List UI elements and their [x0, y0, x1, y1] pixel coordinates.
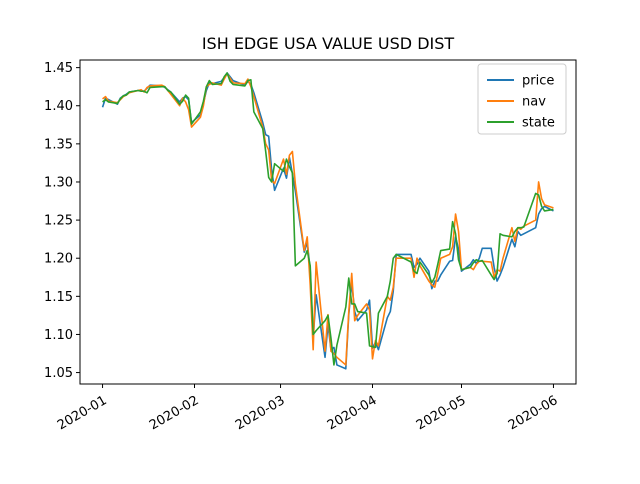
legend-label-price: price	[522, 74, 554, 89]
chart-title: ISH EDGE USA VALUE USD DIST	[202, 34, 455, 53]
legend-label-nav: nav	[522, 95, 546, 110]
y-tick-label: 1.15	[44, 290, 73, 305]
series-layer	[101, 72, 554, 370]
legend: price nav state	[477, 63, 567, 135]
y-tick-label: 1.35	[44, 137, 73, 152]
y-tick-label: 1.20	[44, 252, 73, 267]
legend-box	[477, 63, 567, 135]
y-tick-label: 1.45	[44, 61, 73, 76]
series-line-state	[102, 72, 554, 366]
y-tick-label: 1.30	[44, 175, 73, 190]
y-tick-label: 1.25	[44, 214, 73, 229]
y-tick-label: 1.10	[44, 328, 73, 343]
y-tick-label: 1.40	[44, 99, 73, 114]
legend-label-state: state	[522, 116, 555, 131]
y-tick-label: 1.05	[44, 366, 73, 381]
plot-frame	[79, 59, 577, 385]
